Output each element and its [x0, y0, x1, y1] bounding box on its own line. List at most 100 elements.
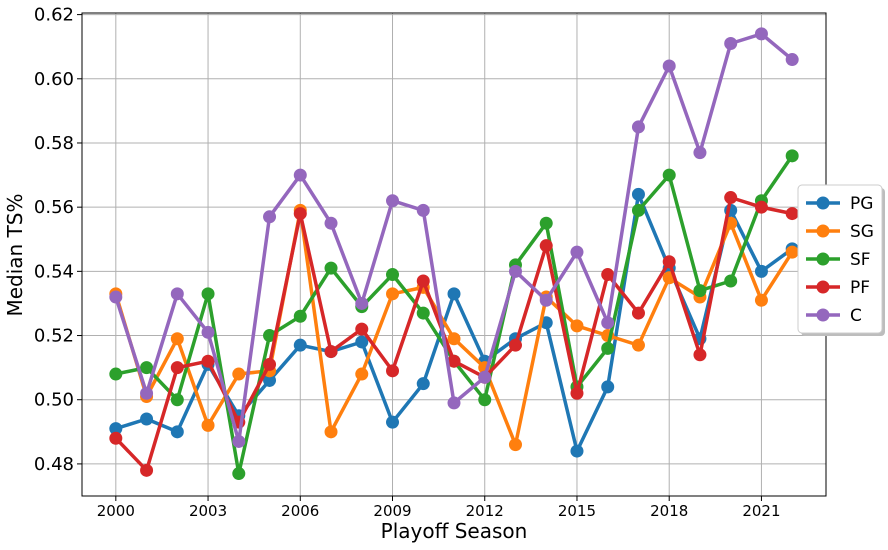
x-axis-label: Playoff Season [381, 519, 528, 543]
legend-marker [816, 308, 830, 322]
y-tick-label: 0.60 [34, 69, 74, 90]
data-point-c [570, 245, 584, 259]
data-point-c [478, 370, 492, 384]
y-tick-label: 0.56 [34, 197, 74, 218]
x-tick-label: 2003 [189, 502, 227, 520]
data-point-pg [601, 380, 615, 394]
data-point-sg [232, 367, 246, 381]
data-point-c [324, 216, 338, 230]
y-axis-ticks: 0.48 0.50 0.52 0.54 0.56 0.58 0.60 0.62 [34, 5, 82, 475]
data-point-sf [478, 393, 492, 407]
x-tick-label: 2021 [742, 502, 780, 520]
data-point-pf [785, 207, 799, 221]
data-point-c [109, 290, 123, 304]
legend-entry-sg: SG [806, 222, 874, 242]
legend-entry-pf: PF [806, 278, 870, 298]
data-point-sf [263, 329, 277, 343]
y-tick-label: 0.50 [34, 390, 74, 411]
data-point-sg [785, 245, 799, 259]
x-tick-label: 2018 [650, 502, 688, 520]
x-tick-label: 2000 [97, 502, 135, 520]
data-point-c [754, 27, 768, 41]
legend-marker [816, 280, 830, 294]
data-point-pf [631, 306, 645, 320]
data-point-sg [631, 338, 645, 352]
x-axis-ticks: 2000 2003 2006 2009 2012 2015 2018 2021 [97, 496, 781, 520]
data-point-sf [631, 203, 645, 217]
legend-label: SF [850, 250, 871, 270]
data-point-sf [109, 367, 123, 381]
data-point-sf [170, 393, 184, 407]
data-point-c [386, 194, 400, 208]
data-point-pg [416, 377, 430, 391]
data-point-pf [662, 255, 676, 269]
data-point-pf [754, 200, 768, 214]
data-point-pf [109, 431, 123, 445]
data-point-sf [693, 284, 707, 298]
data-point-pg [109, 422, 123, 436]
legend: PG SG SF PF C [797, 184, 885, 336]
data-point-c [416, 203, 430, 217]
data-point-c [447, 396, 461, 410]
data-point-pg [631, 187, 645, 201]
x-tick-label: 2015 [558, 502, 596, 520]
legend-label: PF [850, 278, 870, 298]
y-tick-label: 0.54 [34, 261, 74, 282]
data-point-pf [724, 191, 738, 205]
data-point-c [724, 36, 738, 50]
data-point-c [662, 59, 676, 73]
data-point-sf [416, 306, 430, 320]
legend-marker [816, 196, 830, 210]
data-point-c [201, 325, 215, 339]
series-c [109, 27, 799, 448]
y-tick-label: 0.62 [34, 5, 74, 26]
data-point-sf [293, 309, 307, 323]
data-point-sf [140, 361, 154, 375]
y-tick-label: 0.48 [34, 454, 74, 475]
data-point-sf [201, 287, 215, 301]
data-point-pg [754, 264, 768, 278]
legend-entry-sf: SF [806, 250, 871, 270]
data-point-sg [386, 287, 400, 301]
data-point-pg [170, 425, 184, 439]
data-point-c [693, 146, 707, 160]
data-point-c [170, 287, 184, 301]
series-pf [109, 191, 799, 477]
x-tick-label: 2009 [373, 502, 411, 520]
data-point-pg [447, 287, 461, 301]
y-axis-label: Median TS% [3, 193, 27, 316]
data-point-c [785, 53, 799, 67]
data-point-sf [662, 168, 676, 182]
data-point-sf [724, 274, 738, 288]
data-point-pf [170, 361, 184, 375]
legend-label: SG [850, 222, 874, 242]
data-point-pf [693, 348, 707, 362]
data-point-sf [232, 467, 246, 481]
data-point-c [539, 293, 553, 307]
data-point-c [508, 264, 522, 278]
data-point-pg [263, 373, 277, 387]
data-point-pf [293, 207, 307, 221]
data-point-c [355, 296, 369, 310]
data-point-sf [386, 268, 400, 282]
data-point-c [293, 168, 307, 182]
legend-marker [816, 224, 830, 238]
data-point-sg [508, 438, 522, 452]
data-point-pg [386, 415, 400, 429]
data-point-pg [293, 338, 307, 352]
legend-label: C [850, 306, 862, 326]
data-point-sg [324, 425, 338, 439]
x-tick-label: 2012 [466, 502, 504, 520]
legend-entry-pg: PG [806, 194, 873, 214]
data-point-pf [447, 354, 461, 368]
data-point-pg [570, 444, 584, 458]
legend-marker [816, 252, 830, 266]
data-point-sg [201, 418, 215, 432]
x-tick-label: 2006 [281, 502, 319, 520]
data-point-pf [601, 268, 615, 282]
data-point-pf [263, 357, 277, 371]
y-tick-label: 0.58 [34, 133, 74, 154]
data-point-sf [539, 216, 553, 230]
